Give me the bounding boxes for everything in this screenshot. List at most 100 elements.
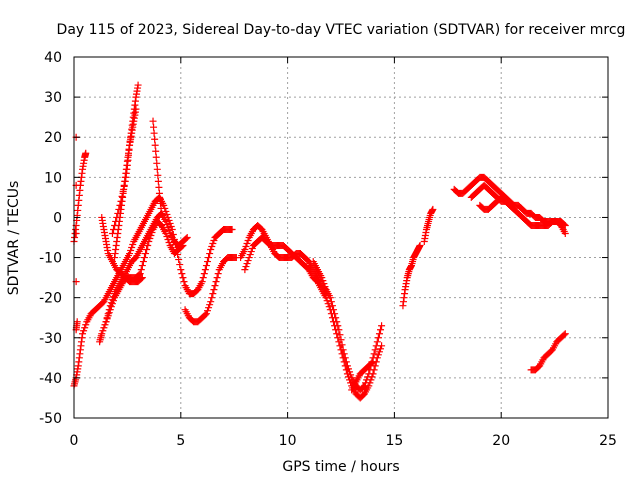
data-point (135, 271, 143, 279)
data-point (344, 365, 352, 373)
data-point (325, 303, 333, 311)
series-track-18 (476, 193, 518, 213)
data-point (200, 270, 208, 278)
data-point (372, 342, 380, 350)
data-point (343, 362, 351, 370)
data-point (213, 274, 221, 282)
grid-lines (74, 57, 608, 418)
series-track-9 (181, 254, 240, 326)
data-point (163, 220, 171, 228)
data-point (341, 354, 349, 362)
y-tick-label: -20 (39, 291, 62, 307)
data-point (375, 348, 383, 356)
y-axis-label: SDTVAR / TECUs (6, 181, 22, 296)
data-point (334, 322, 342, 330)
data-point (244, 237, 252, 245)
plot-frame (73, 56, 609, 419)
data-point (129, 241, 137, 249)
data-point (206, 301, 214, 309)
data-point (326, 294, 334, 302)
data-point (208, 243, 216, 251)
data-point (198, 278, 206, 286)
data-point (137, 275, 145, 283)
x-tick-label: 10 (279, 433, 297, 449)
data-point (335, 326, 343, 334)
x-tick-label: 20 (492, 433, 510, 449)
data-point (137, 266, 145, 274)
data-point (180, 278, 188, 286)
data-point (212, 278, 220, 286)
data-point (163, 232, 171, 240)
series-track-14 (399, 242, 424, 310)
x-tick-label: 15 (385, 433, 403, 449)
data-point (561, 229, 569, 237)
data-point (153, 159, 161, 167)
data-point (80, 327, 88, 335)
y-tick-label: 30 (44, 90, 62, 106)
data-point (214, 270, 222, 278)
data-point (331, 310, 339, 318)
data-point (337, 336, 345, 344)
data-point (243, 260, 251, 268)
data-point (154, 171, 162, 179)
data-point (165, 239, 173, 247)
data-point (82, 149, 90, 157)
data-point (339, 346, 347, 354)
data-point (152, 147, 160, 155)
data-point (105, 306, 113, 314)
series-track-16 (450, 173, 569, 229)
data-point (368, 359, 376, 367)
data-point (176, 261, 184, 269)
data-point (247, 248, 255, 256)
data-point (245, 254, 253, 262)
data-point (150, 129, 158, 137)
data-point (142, 250, 150, 258)
data-point (205, 304, 213, 312)
x-tick-label: 25 (599, 433, 617, 449)
data-point (108, 296, 116, 304)
data-point (374, 334, 382, 342)
data-point (319, 277, 327, 285)
series-track-15 (420, 205, 437, 246)
data-point (104, 310, 112, 318)
data-point (152, 153, 160, 161)
y-tick-label: -10 (39, 251, 62, 267)
y-tick-label: -50 (39, 411, 62, 427)
data-point (242, 243, 250, 251)
data-point (429, 205, 437, 213)
data-point (162, 217, 170, 225)
data-point (243, 240, 251, 248)
data-point (360, 382, 368, 390)
data-point (374, 351, 382, 359)
data-point (139, 258, 147, 266)
data-point (509, 204, 517, 212)
data-point (102, 318, 110, 326)
data-point (136, 270, 144, 278)
data-point (155, 183, 163, 191)
data-point (369, 358, 377, 366)
data-point (149, 117, 157, 125)
data-point (333, 318, 341, 326)
data-point (375, 330, 383, 338)
data-point (211, 282, 219, 290)
data-point (162, 207, 170, 215)
data-point (182, 235, 190, 243)
data-point (143, 246, 151, 254)
data-point (320, 280, 328, 288)
data-point (241, 266, 249, 274)
axis-ticks: 0 5 10 15 20 25 -50 -40 -30 -20 -10 0 10 20 30 40 (39, 50, 617, 449)
data-point (138, 262, 146, 270)
data-point (333, 330, 341, 338)
y-tick-label: -40 (39, 371, 62, 387)
data-point (370, 350, 378, 358)
data-point (134, 81, 142, 89)
data-point (107, 299, 115, 307)
data-point (377, 345, 385, 353)
data-point (561, 330, 569, 338)
data-point (163, 210, 171, 218)
data-point (153, 165, 161, 173)
data-point (150, 123, 158, 131)
x-axis-label: GPS time / hours (282, 459, 399, 475)
data-point (201, 311, 209, 319)
data-point (246, 251, 254, 259)
